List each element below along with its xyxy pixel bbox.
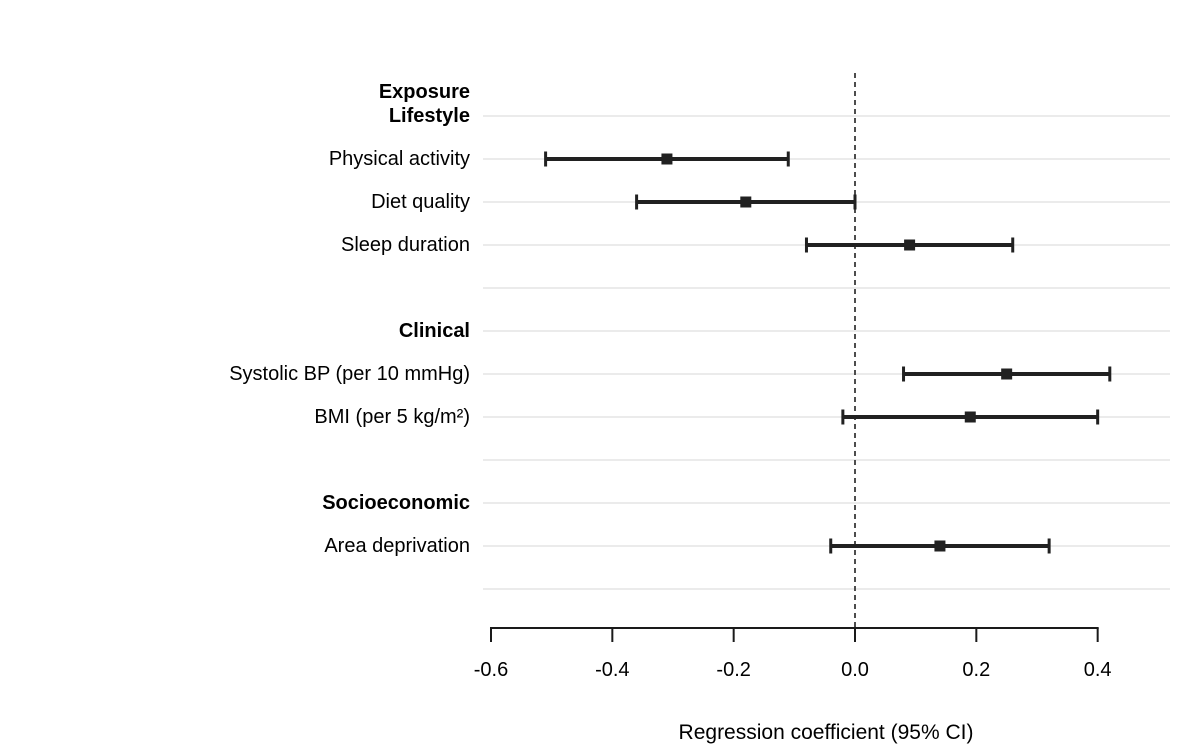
row-label: Diet quality bbox=[371, 191, 470, 213]
group-header-label: Lifestyle bbox=[388, 105, 470, 127]
x-tick-label: -0.2 bbox=[716, 659, 751, 681]
row-label: Area deprivation bbox=[324, 535, 470, 557]
row-label: Physical activity bbox=[328, 148, 470, 170]
x-tick-label: -0.6 bbox=[473, 659, 509, 681]
x-tick-label: 0.2 bbox=[962, 659, 991, 681]
x-axis-title: Regression coefficient (95% CI) bbox=[678, 721, 974, 744]
point-estimate-marker bbox=[661, 153, 673, 165]
point-estimate-marker bbox=[1001, 368, 1013, 380]
group-header-label: Socioeconomic bbox=[322, 492, 470, 514]
row-label: BMI (per 5 kg/m²) bbox=[314, 406, 470, 428]
row-label: Systolic BP (per 10 mmHg) bbox=[229, 363, 470, 385]
point-estimate-marker bbox=[934, 540, 946, 552]
x-tick-label: 0.4 bbox=[1083, 659, 1112, 681]
x-tick-label: -0.4 bbox=[595, 659, 630, 681]
column-header-exposure: Exposure bbox=[378, 81, 470, 103]
row-label: Sleep duration bbox=[341, 234, 470, 256]
group-header-label: Clinical bbox=[398, 320, 470, 342]
point-estimate-marker bbox=[740, 196, 752, 208]
x-tick-label: 0.0 bbox=[841, 659, 869, 681]
point-estimate-marker bbox=[904, 239, 916, 251]
point-estimate-marker bbox=[964, 411, 976, 423]
